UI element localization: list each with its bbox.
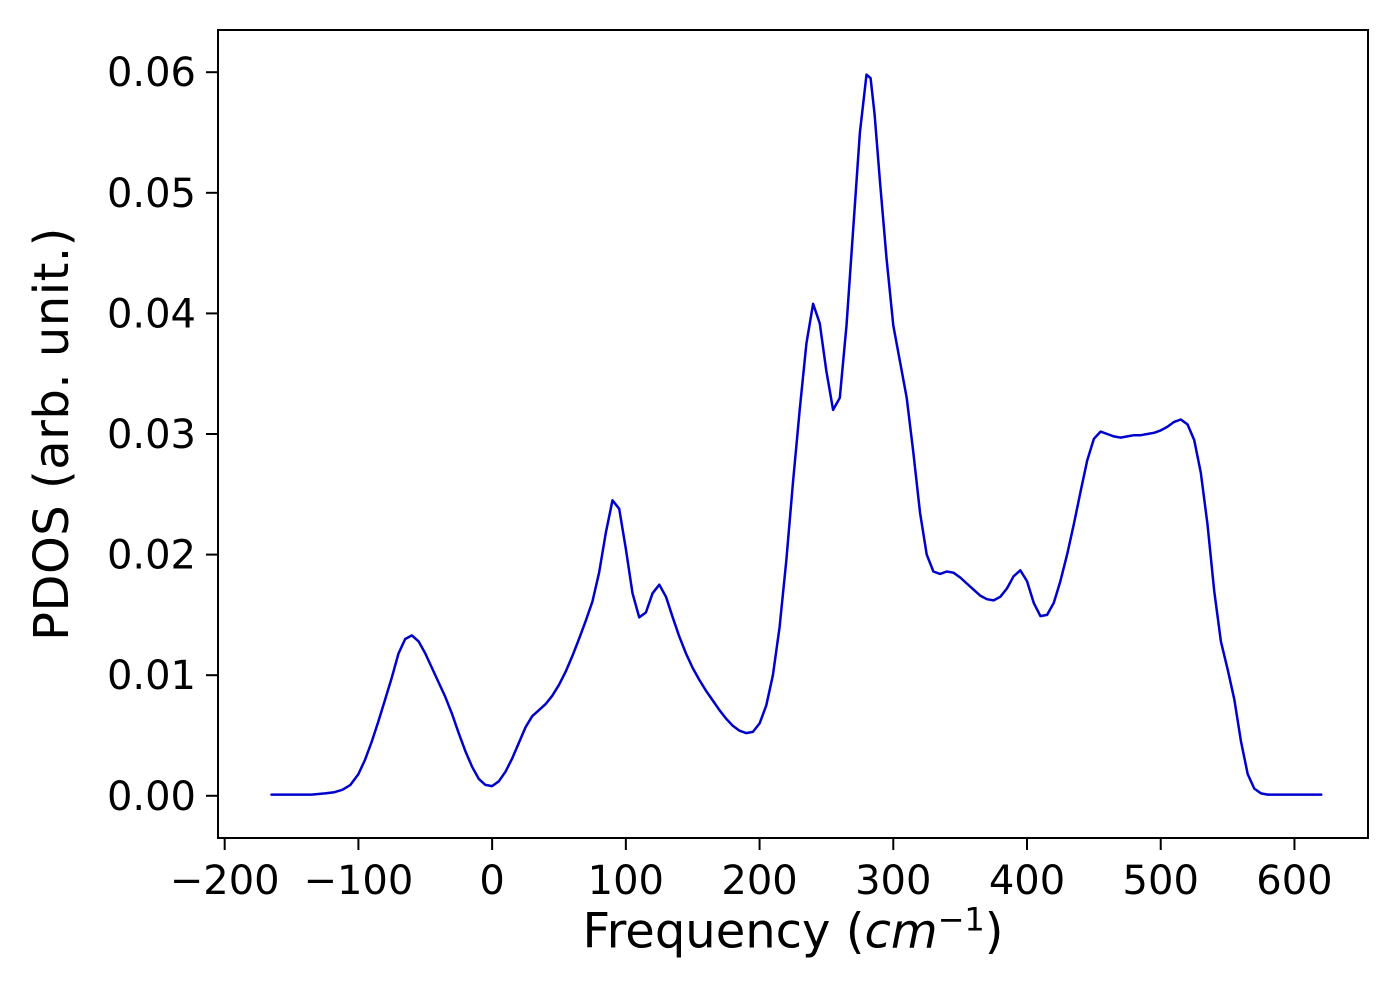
y-tick-label: 0.01 bbox=[107, 653, 196, 699]
x-tick-label: 500 bbox=[1123, 858, 1199, 904]
x-tick-label: −200 bbox=[170, 858, 280, 904]
x-tick-label: 400 bbox=[989, 858, 1065, 904]
x-tick-label: 300 bbox=[855, 858, 931, 904]
x-axis-label: Frequency (cm−1) bbox=[582, 901, 1003, 960]
x-tick-label: 0 bbox=[479, 858, 504, 904]
axes-frame bbox=[217, 29, 1369, 839]
x-axis-label-math: cm bbox=[864, 903, 938, 960]
x-tick-label: 200 bbox=[721, 858, 797, 904]
y-tick-label: 0.04 bbox=[107, 291, 196, 337]
y-tick-label: 0.06 bbox=[107, 50, 196, 96]
y-tick-label: 0.00 bbox=[107, 774, 196, 820]
x-tick-label: −100 bbox=[303, 858, 413, 904]
x-axis-label-close: ) bbox=[984, 903, 1004, 960]
x-axis-label-superscript: −1 bbox=[937, 900, 985, 939]
x-tick-label: 600 bbox=[1256, 858, 1332, 904]
pdos-curve bbox=[270, 73, 1323, 796]
x-axis-label-text: Frequency ( bbox=[582, 903, 865, 960]
x-tick-label: 100 bbox=[588, 858, 664, 904]
y-tick-label: 0.05 bbox=[107, 171, 196, 217]
y-tick-label: 0.02 bbox=[107, 533, 196, 579]
y-tick-label: 0.03 bbox=[107, 412, 196, 458]
y-axis-label: PDOS (arb. unit.) bbox=[24, 227, 80, 641]
